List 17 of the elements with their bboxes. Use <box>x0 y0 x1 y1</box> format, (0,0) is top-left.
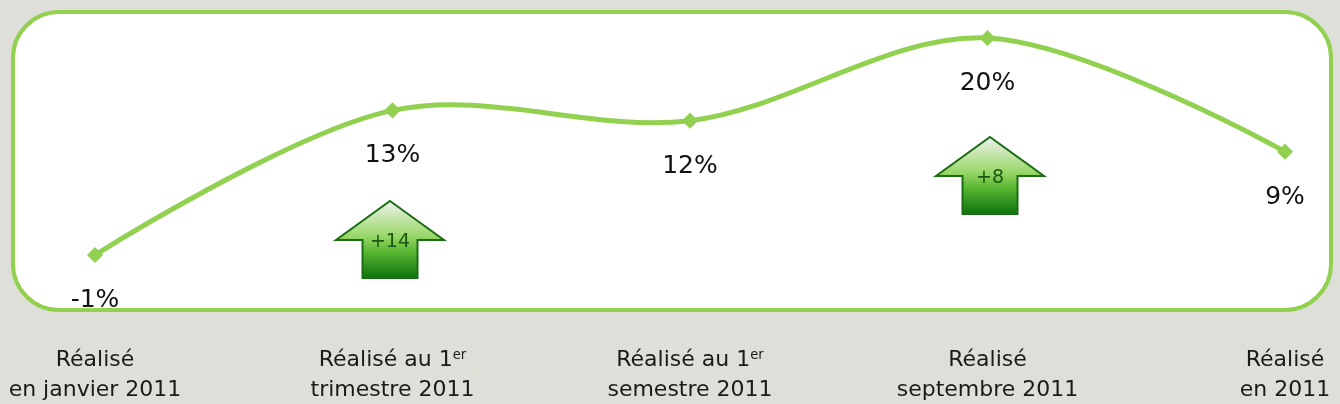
point <box>979 29 996 47</box>
annotation: +14 <box>369 229 411 251</box>
data-label: 12% <box>662 149 718 179</box>
data-label: 20% <box>959 67 1016 96</box>
point <box>681 112 699 129</box>
annotation: +8 <box>975 165 1005 187</box>
data-label: -1% <box>70 284 120 313</box>
x-tick-label: Réalisé en janvier 2011 <box>8 346 182 401</box>
data-label: 13% <box>364 139 421 169</box>
x-tick-label: Réalisé septembre 2011 <box>896 346 1079 401</box>
x-tick-label: Réalisé au 1$^{er}$ semestre 2011 <box>607 346 773 401</box>
point <box>86 246 104 264</box>
point <box>1276 143 1294 160</box>
point <box>384 102 401 119</box>
x-tick-label: Réalisé au 1$^{er}$ trimestre 2011 <box>310 346 475 401</box>
x-tick-label: Réalisé en 2011 <box>1239 346 1331 401</box>
data-label: 9% <box>1265 180 1305 210</box>
